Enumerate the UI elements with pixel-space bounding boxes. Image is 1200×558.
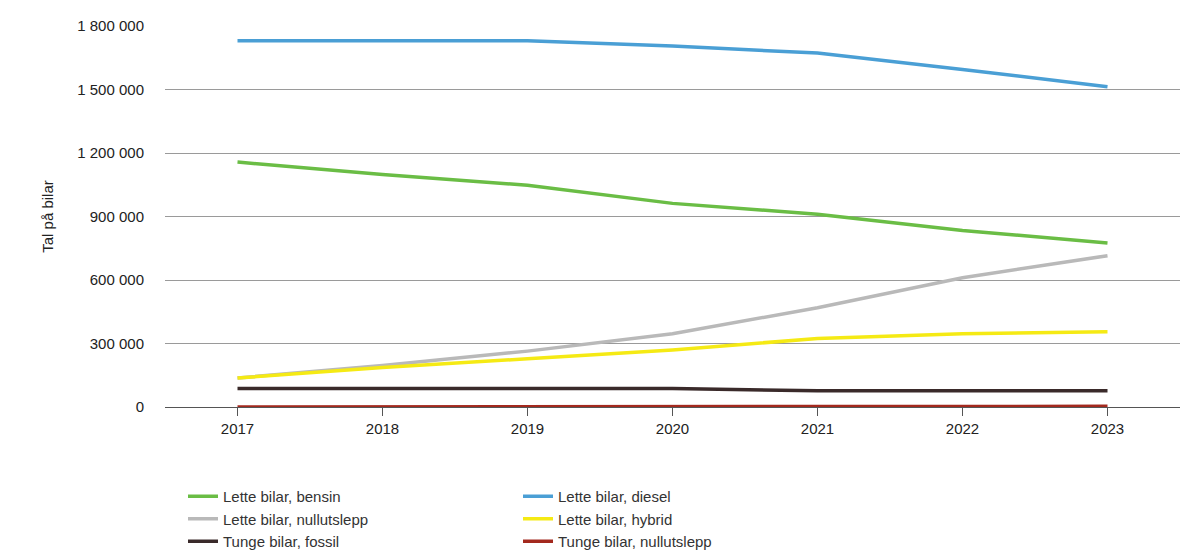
svg-text:2019: 2019: [511, 420, 544, 437]
svg-text:900 000: 900 000: [90, 208, 144, 225]
svg-text:Lette bilar, nullutslepp: Lette bilar, nullutslepp: [223, 511, 368, 528]
svg-text:Lette bilar, hybrid: Lette bilar, hybrid: [558, 511, 672, 528]
svg-text:Lette bilar, bensin: Lette bilar, bensin: [223, 488, 341, 505]
svg-text:Tal på bilar: Tal på bilar: [39, 180, 56, 253]
svg-text:0: 0: [136, 398, 144, 415]
svg-text:Tunge bilar, nullutslepp: Tunge bilar, nullutslepp: [558, 533, 712, 550]
svg-text:2017: 2017: [221, 420, 254, 437]
svg-text:1 200 000: 1 200 000: [77, 144, 144, 161]
svg-text:Tunge bilar, fossil: Tunge bilar, fossil: [223, 533, 339, 550]
svg-text:2023: 2023: [1091, 420, 1124, 437]
svg-text:2018: 2018: [366, 420, 399, 437]
svg-text:1 500 000: 1 500 000: [77, 81, 144, 98]
svg-text:600 000: 600 000: [90, 271, 144, 288]
svg-text:2022: 2022: [946, 420, 979, 437]
svg-text:1 800 000: 1 800 000: [77, 17, 144, 34]
svg-text:Lette bilar, diesel: Lette bilar, diesel: [558, 488, 671, 505]
svg-text:300 000: 300 000: [90, 335, 144, 352]
svg-text:2021: 2021: [801, 420, 834, 437]
svg-text:2020: 2020: [656, 420, 689, 437]
